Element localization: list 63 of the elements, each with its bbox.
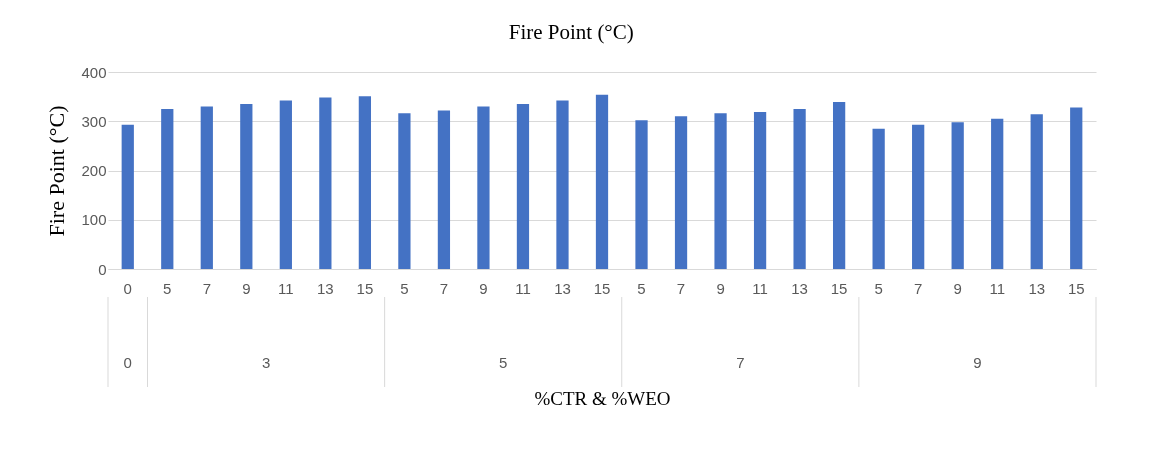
bar bbox=[872, 128, 885, 269]
bar bbox=[753, 111, 767, 269]
x-tick-label: 15 bbox=[356, 279, 374, 297]
x-tick-label: 11 bbox=[278, 279, 294, 297]
x-tick-label: 7 bbox=[202, 279, 211, 297]
x-tick-label: 15 bbox=[830, 279, 848, 297]
x-tick-label: 15 bbox=[1067, 279, 1085, 297]
bar bbox=[912, 124, 925, 269]
bar bbox=[121, 124, 134, 269]
x-tick-label: 13 bbox=[554, 279, 571, 297]
x-tick-label: 7 bbox=[439, 279, 449, 297]
x-tick-label: 9 bbox=[479, 279, 488, 297]
bar bbox=[161, 108, 174, 269]
x-tick-label: 11 bbox=[515, 279, 531, 297]
x-tick-label: 9 bbox=[242, 279, 251, 297]
bar bbox=[635, 120, 648, 269]
x-tick-label: 9 bbox=[716, 279, 725, 297]
bar bbox=[398, 113, 411, 269]
text: 5 bbox=[499, 354, 508, 371]
bar bbox=[200, 106, 213, 269]
y-tick-label: 100 bbox=[81, 211, 107, 229]
bar bbox=[595, 94, 609, 269]
x-tick-label: 0 bbox=[123, 279, 132, 297]
bar bbox=[832, 102, 846, 269]
bar bbox=[714, 113, 727, 269]
bar bbox=[1070, 107, 1083, 269]
bar bbox=[358, 96, 372, 269]
x-tick-label: 5 bbox=[400, 279, 409, 297]
bar bbox=[674, 116, 688, 269]
bar bbox=[951, 122, 964, 269]
x-tick-label: 11 bbox=[989, 279, 1005, 297]
bar bbox=[991, 118, 1004, 269]
x-tick-label: 13 bbox=[1028, 279, 1046, 297]
bar bbox=[240, 104, 253, 269]
x-tick-label: 11 bbox=[752, 279, 768, 297]
y-tick-label: 300 bbox=[81, 112, 107, 130]
bar bbox=[477, 106, 490, 269]
x-tick-label: 5 bbox=[163, 279, 172, 297]
bar bbox=[793, 108, 806, 269]
y-tick-label: 0 bbox=[98, 260, 107, 278]
bar bbox=[516, 104, 530, 269]
x-tick-label: 13 bbox=[317, 279, 334, 297]
bar bbox=[319, 97, 332, 269]
y-tick-label: 400 bbox=[81, 63, 107, 81]
x-tick-label: 5 bbox=[874, 279, 883, 297]
y-tick-label: 200 bbox=[81, 162, 107, 179]
x-axis-title: %CTR & %WEO bbox=[534, 387, 671, 409]
x-tick-label: 9 bbox=[953, 279, 962, 297]
bar bbox=[279, 100, 292, 269]
y-axis-title: Fire Point (°C) bbox=[44, 105, 70, 237]
bar bbox=[1030, 114, 1043, 269]
text: 7 bbox=[736, 354, 745, 371]
chart-title: Fire Point (°C) bbox=[508, 20, 634, 44]
bar bbox=[437, 110, 451, 269]
x-tick-label: 13 bbox=[791, 279, 808, 297]
x-tick-label: 7 bbox=[676, 279, 686, 297]
text: 9 bbox=[973, 354, 982, 371]
x-tick-label: 7 bbox=[913, 279, 923, 297]
x-tick-label: 5 bbox=[637, 279, 646, 297]
x-tick-label: 15 bbox=[593, 279, 611, 297]
text: 0 bbox=[123, 354, 132, 371]
bar bbox=[556, 100, 569, 269]
text: 3 bbox=[261, 354, 271, 371]
